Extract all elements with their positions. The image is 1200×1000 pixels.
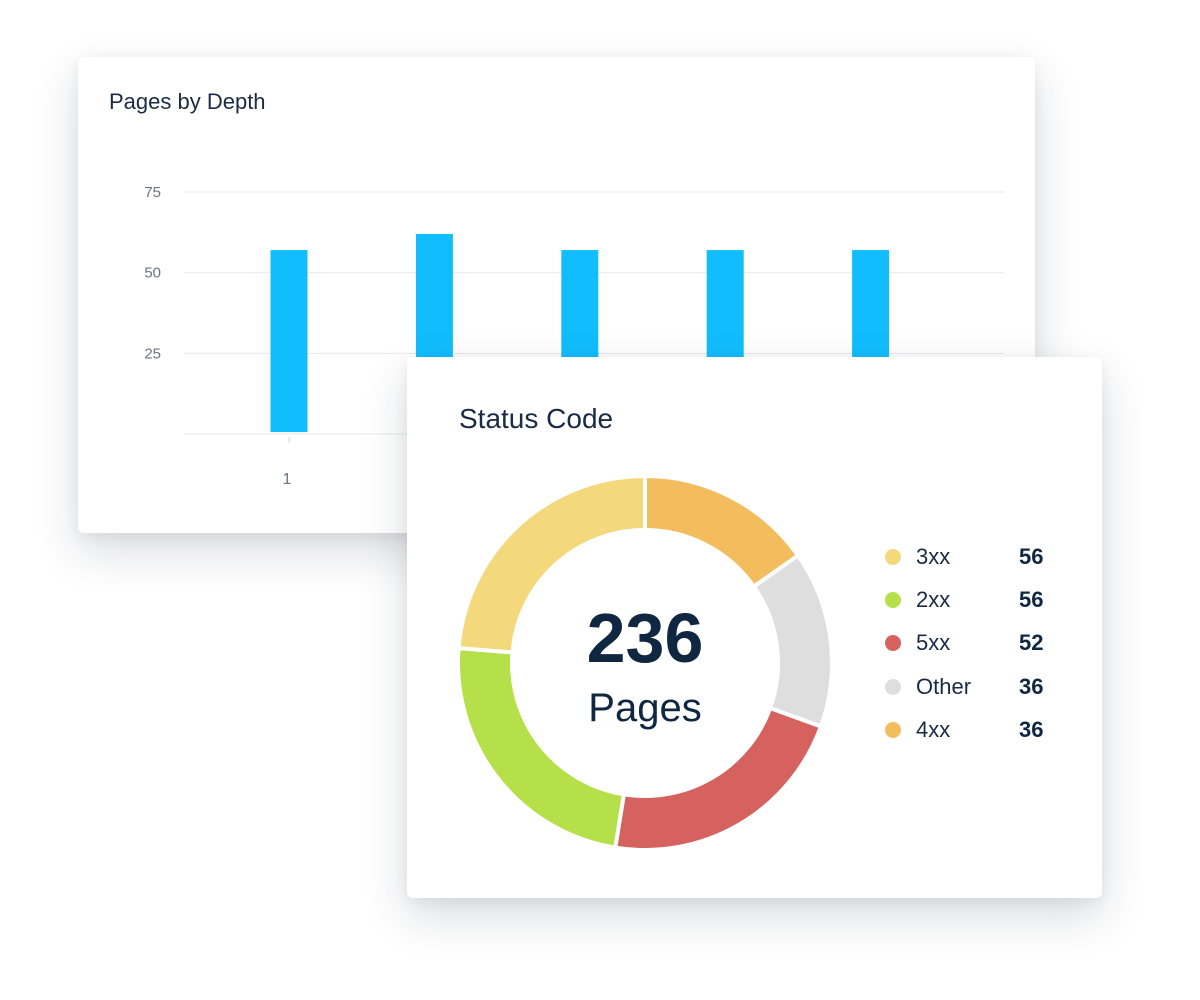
y-tick-label: 75 — [144, 184, 161, 201]
legend-label: 4xx — [916, 716, 951, 742]
legend-value: 56 — [1019, 586, 1044, 612]
legend-value: 56 — [1019, 543, 1044, 569]
legend-label: 3xx — [916, 543, 951, 569]
status-code-title: Status Code — [459, 403, 614, 434]
status-code-card: Status Code 236 Pages 3xx 56 2xx 56 5xx 52 Othe… — [407, 357, 1102, 898]
total-pages-value: 236 — [587, 599, 704, 677]
status-code-donut-chart: 236 Pages — [456, 473, 834, 852]
legend-item-5xx[interactable]: 5xx 52 — [885, 622, 1065, 665]
legend-dot — [885, 635, 901, 652]
legend-item-2xx[interactable]: 2xx 56 — [885, 578, 1065, 621]
legend-dot — [885, 548, 901, 565]
status-code-legend: 3xx 56 2xx 56 5xx 52 Other 36 4xx 36 — [885, 535, 1065, 751]
legend-label: 2xx — [916, 586, 951, 612]
legend-value: 36 — [1019, 673, 1044, 699]
donut-slice-3xx[interactable] — [456, 473, 647, 655]
pages-by-depth-title: Pages by Depth — [109, 89, 266, 114]
y-tick-label: 50 — [144, 265, 161, 282]
bar-depth[interactable] — [270, 250, 308, 432]
y-tick-label: 25 — [144, 345, 161, 362]
legend-value: 36 — [1019, 716, 1044, 742]
legend-label: 5xx — [916, 630, 951, 656]
total-pages-label: Pages — [588, 686, 701, 730]
legend-label: Other — [916, 673, 972, 699]
x-tick-label: 1 — [283, 471, 292, 488]
legend-dot — [885, 678, 901, 695]
donut-slice-2xx[interactable] — [456, 645, 627, 850]
donut-slice-other[interactable] — [751, 552, 834, 729]
legend-dot — [885, 721, 901, 738]
legend-dot — [885, 591, 901, 608]
legend-item-other[interactable]: Other 36 — [885, 665, 1065, 708]
legend-item-3xx[interactable]: 3xx 56 — [885, 535, 1065, 578]
legend-item-4xx[interactable]: 4xx 36 — [885, 708, 1065, 751]
legend-value: 52 — [1019, 630, 1044, 656]
